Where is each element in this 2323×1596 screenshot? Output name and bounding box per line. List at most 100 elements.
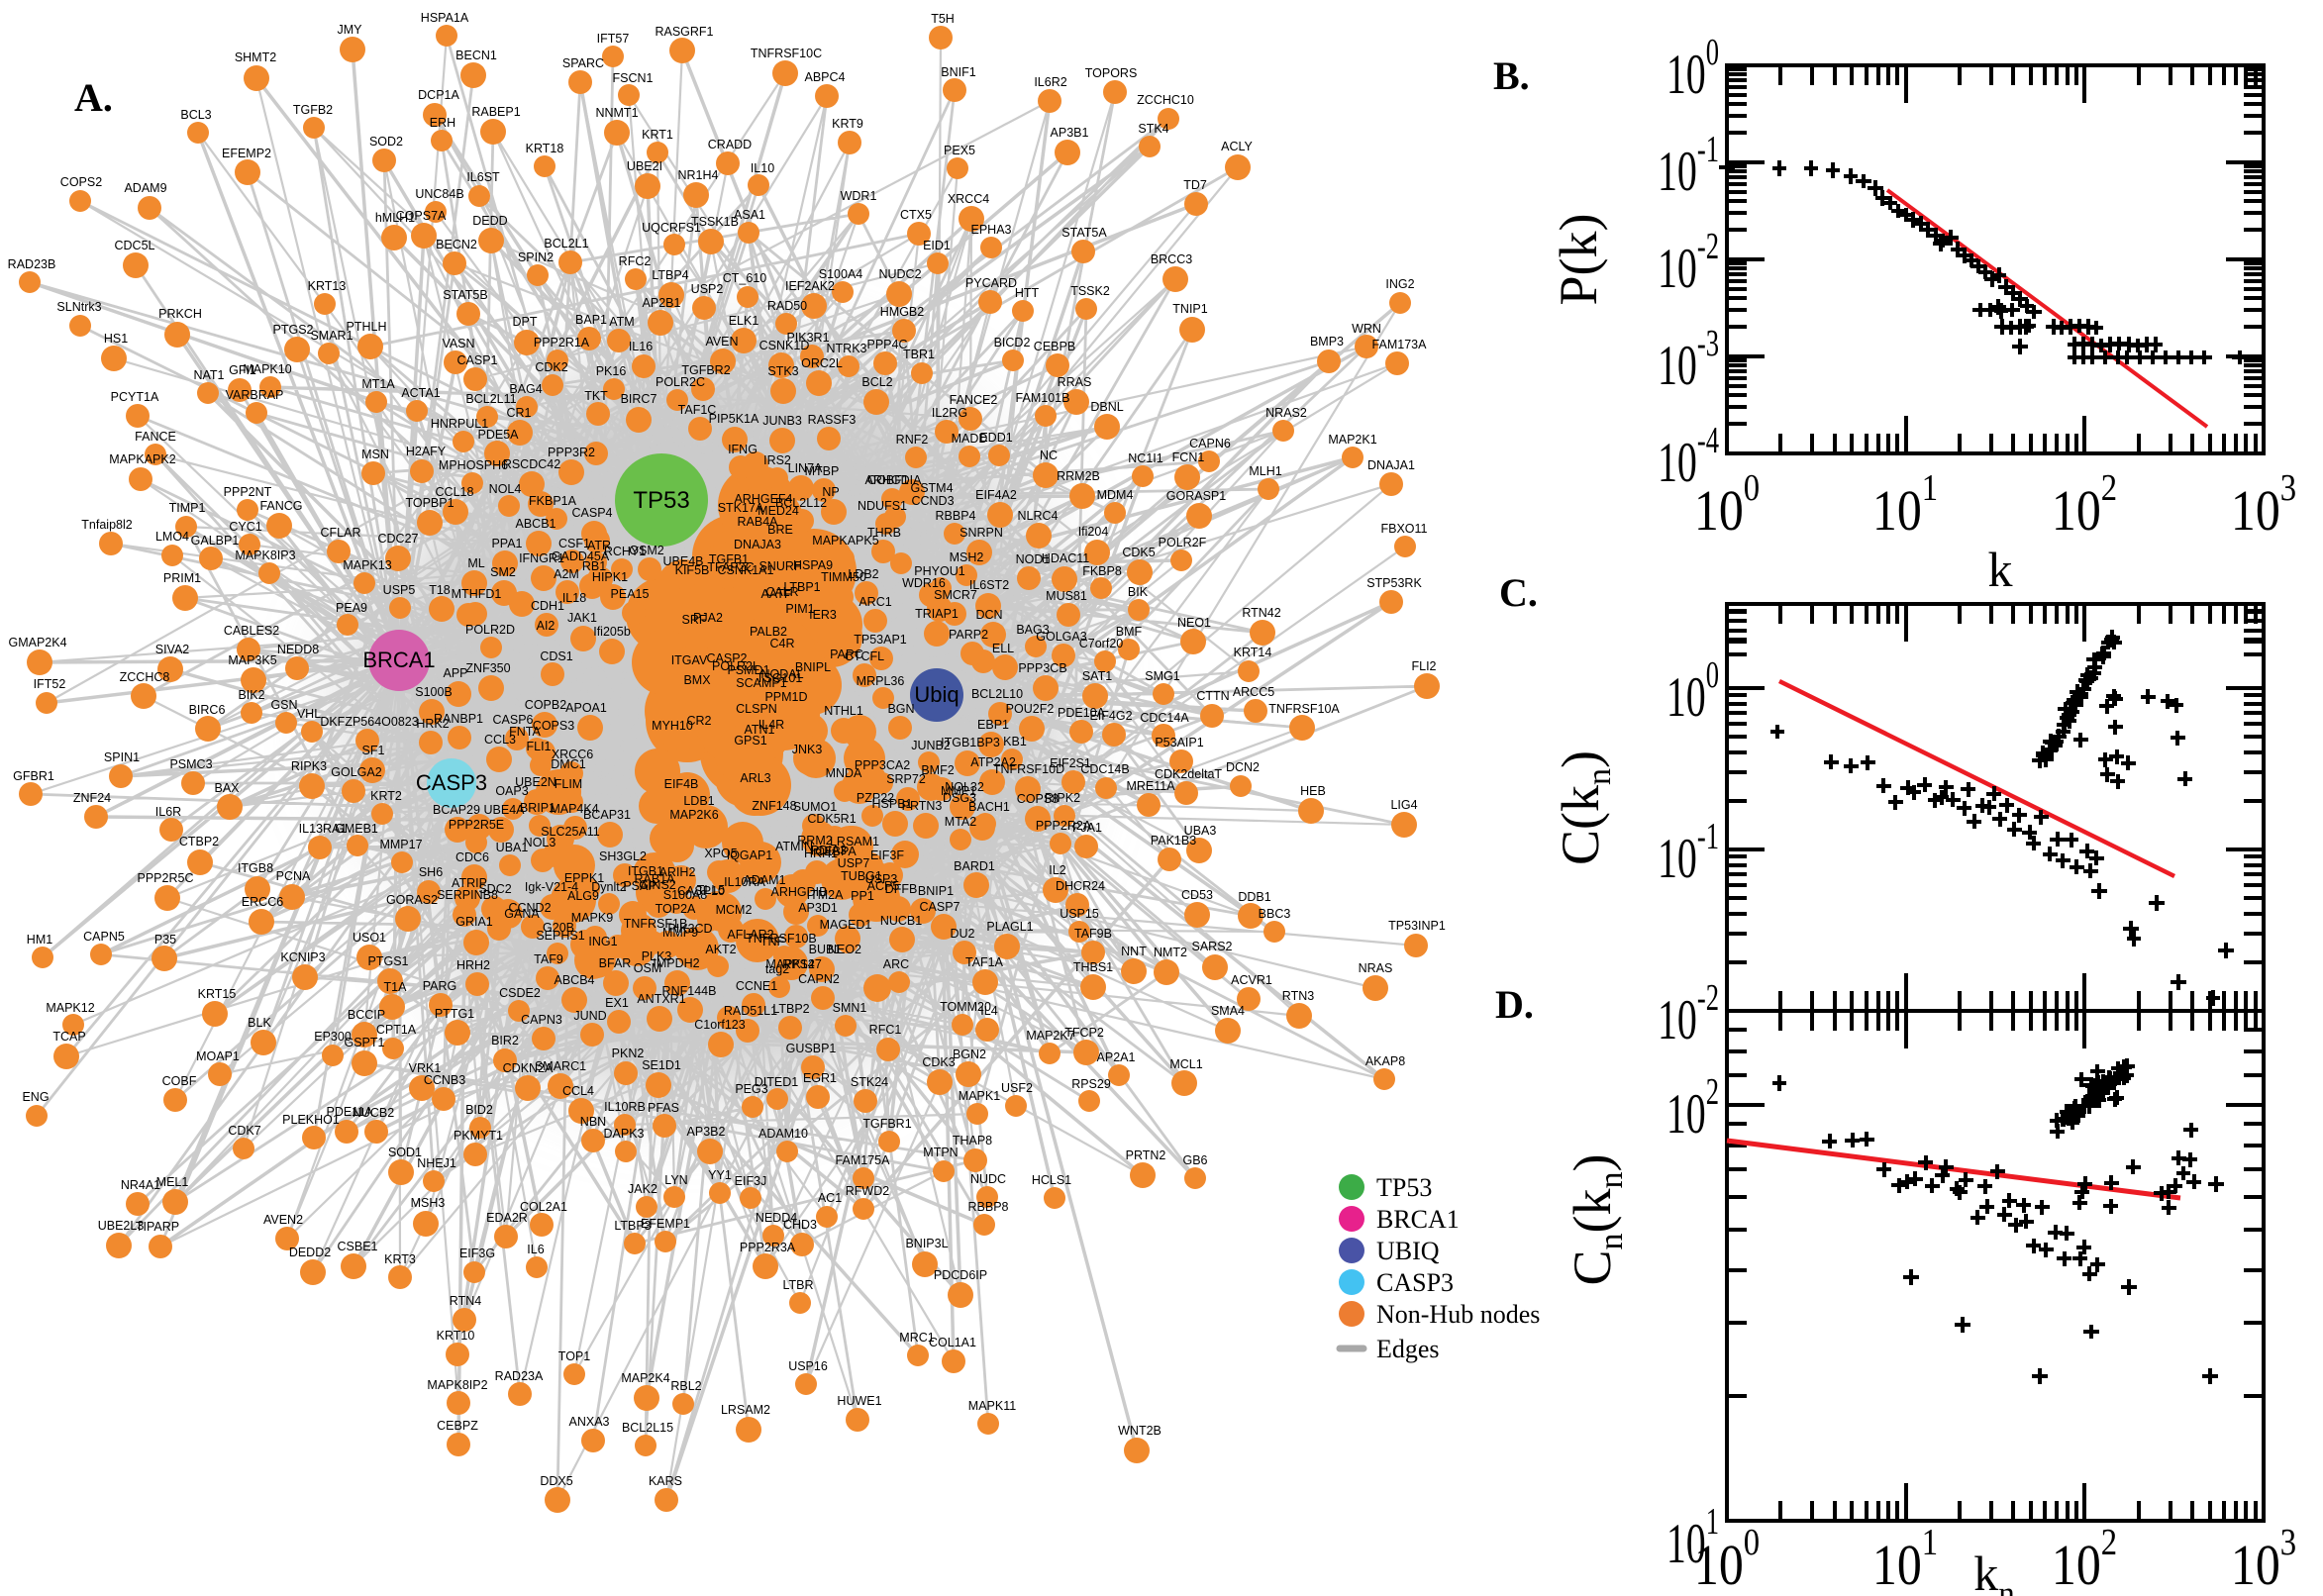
svg-text:S100B: S100B	[415, 685, 453, 699]
svg-text:SMN1: SMN1	[833, 1001, 867, 1015]
svg-text:JUND: JUND	[573, 1009, 606, 1023]
svg-text:P(k): P(k)	[1549, 214, 1608, 306]
svg-text:CCL18: CCL18	[436, 485, 474, 499]
svg-text:COL1A1: COL1A1	[929, 1336, 976, 1349]
svg-text:MAPK14: MAPK14	[765, 957, 814, 971]
svg-text:LMO4: LMO4	[155, 530, 189, 544]
svg-text:LIN7A: LIN7A	[788, 461, 823, 475]
svg-text:S100A4: S100A4	[819, 267, 863, 281]
svg-text:AFLAR2: AFLAR2	[727, 928, 773, 942]
svg-text:RABEP1: RABEP1	[471, 105, 520, 119]
svg-text:APP: APP	[443, 666, 467, 680]
svg-text:HDAC11: HDAC11	[1042, 551, 1089, 565]
svg-text:CDC27: CDC27	[378, 532, 419, 546]
svg-text:DDX5: DDX5	[540, 1474, 572, 1488]
svg-text:CPT1A: CPT1A	[376, 1023, 417, 1037]
svg-text:COPS8: COPS8	[1017, 792, 1059, 806]
svg-text:T1A: T1A	[384, 980, 408, 994]
svg-text:ADAM9: ADAM9	[124, 181, 166, 195]
svg-text:SCAMP1: SCAMP1	[736, 676, 786, 690]
svg-text:IFT52: IFT52	[34, 677, 66, 691]
svg-text:IL6R: IL6R	[155, 805, 181, 819]
svg-text:H2AFY: H2AFY	[406, 445, 447, 458]
svg-text:NLRC4: NLRC4	[1018, 509, 1059, 523]
svg-text:P53AIP1: P53AIP1	[1155, 736, 1203, 749]
svg-text:MAPK13: MAPK13	[343, 558, 391, 572]
svg-text:SMCR7: SMCR7	[934, 588, 977, 602]
svg-text:BECN1: BECN1	[455, 49, 497, 62]
svg-text:MAPKAPK5: MAPKAPK5	[812, 534, 878, 548]
svg-text:AP2B1: AP2B1	[643, 296, 681, 310]
svg-text:BID2: BID2	[465, 1103, 493, 1117]
svg-text:C7orf20: C7orf20	[1079, 637, 1124, 650]
svg-text:BMF2: BMF2	[921, 763, 954, 777]
svg-text:AP3B2: AP3B2	[687, 1125, 726, 1139]
svg-text:TGFBR1: TGFBR1	[862, 1117, 911, 1131]
svg-text:ORC2L: ORC2L	[801, 356, 843, 370]
svg-text:TSSK2: TSSK2	[1070, 284, 1110, 298]
svg-text:RFC2: RFC2	[619, 254, 652, 268]
svg-text:ITM2A: ITM2A	[807, 888, 844, 902]
svg-text:RTN3: RTN3	[1282, 989, 1314, 1003]
svg-text:RB1: RB1	[582, 559, 606, 573]
svg-text:G20B: G20B	[543, 921, 574, 935]
svg-text:IL18: IL18	[562, 591, 586, 605]
svg-text:STAT5A: STAT5A	[1061, 226, 1107, 240]
svg-text:GSTM4: GSTM4	[910, 481, 953, 495]
svg-text:NR4A1: NR4A1	[121, 1178, 160, 1192]
svg-text:RBL2: RBL2	[670, 1379, 701, 1393]
svg-text:RAD23A: RAD23A	[495, 1369, 544, 1383]
svg-text:CFLAR: CFLAR	[321, 526, 361, 540]
svg-text:TP53: TP53	[1376, 1173, 1432, 1202]
svg-text:Ubiq: Ubiq	[914, 682, 959, 707]
svg-text:MRE11A: MRE11A	[1126, 779, 1175, 793]
svg-text:RRM2B: RRM2B	[1057, 469, 1100, 483]
svg-text:RSCDC42: RSCDC42	[503, 457, 560, 471]
svg-text:BAG4: BAG4	[509, 382, 542, 396]
svg-text:TNFRSF10C: TNFRSF10C	[751, 47, 822, 60]
svg-text:NTRK3: NTRK3	[827, 342, 867, 355]
svg-text:k: k	[1988, 542, 2013, 597]
svg-text:MAPK1: MAPK1	[959, 1089, 1000, 1103]
svg-text:PTTG1: PTTG1	[435, 1007, 474, 1021]
svg-text:USO1: USO1	[353, 931, 386, 945]
svg-text:DHCR24: DHCR24	[1056, 879, 1105, 893]
svg-text:BIR2: BIR2	[491, 1034, 519, 1047]
svg-text:MCL1: MCL1	[1169, 1057, 1202, 1071]
svg-text:T18: T18	[429, 583, 451, 597]
svg-text:GADD45A: GADD45A	[552, 549, 610, 563]
svg-text:CABLES2: CABLES2	[224, 624, 279, 638]
svg-text:COPS2: COPS2	[60, 175, 102, 189]
svg-text:ITGAV: ITGAV	[671, 653, 708, 667]
svg-text:MAP2K6: MAP2K6	[669, 808, 718, 822]
svg-text:SH3GL2: SH3GL2	[599, 849, 647, 863]
svg-text:HTT: HTT	[1015, 286, 1040, 300]
svg-text:GSPT1: GSPT1	[345, 1036, 385, 1049]
svg-text:ARL3: ARL3	[740, 771, 770, 785]
svg-text:EFEMP2: EFEMP2	[222, 147, 271, 160]
svg-text:PPP2R5E: PPP2R5E	[449, 818, 504, 832]
svg-text:DNAJA1: DNAJA1	[1367, 458, 1415, 472]
svg-text:CASP7: CASP7	[920, 900, 960, 914]
svg-text:EIF2S1: EIF2S1	[1050, 756, 1091, 770]
svg-text:CTCFL: CTCFL	[845, 649, 884, 663]
svg-text:ZNF350: ZNF350	[465, 661, 510, 675]
svg-text:NAT1: NAT1	[193, 368, 224, 382]
svg-text:PPA1: PPA1	[491, 537, 522, 550]
svg-text:KRT15: KRT15	[198, 987, 237, 1001]
svg-text:NUCB2: NUCB2	[353, 1106, 394, 1120]
svg-text:MTHFD1: MTHFD1	[452, 587, 502, 601]
svg-text:RAB1A: RAB1A	[635, 872, 676, 886]
svg-text:GOLGA2: GOLGA2	[331, 765, 381, 779]
svg-text:CASP4: CASP4	[572, 506, 613, 520]
svg-text:T5H: T5H	[931, 12, 955, 26]
svg-text:CDK2deltaT: CDK2deltaT	[1155, 767, 1222, 781]
svg-text:HM1: HM1	[27, 933, 52, 947]
svg-text:ADAM1: ADAM1	[743, 873, 785, 887]
svg-text:PPP3CA2: PPP3CA2	[855, 758, 910, 772]
svg-text:C4R: C4R	[769, 637, 794, 650]
svg-text:TSSK1B: TSSK1B	[691, 215, 739, 229]
svg-text:USP2: USP2	[691, 282, 724, 296]
svg-text:FKBP8: FKBP8	[1082, 564, 1122, 578]
svg-text:MRPL36: MRPL36	[857, 674, 905, 688]
